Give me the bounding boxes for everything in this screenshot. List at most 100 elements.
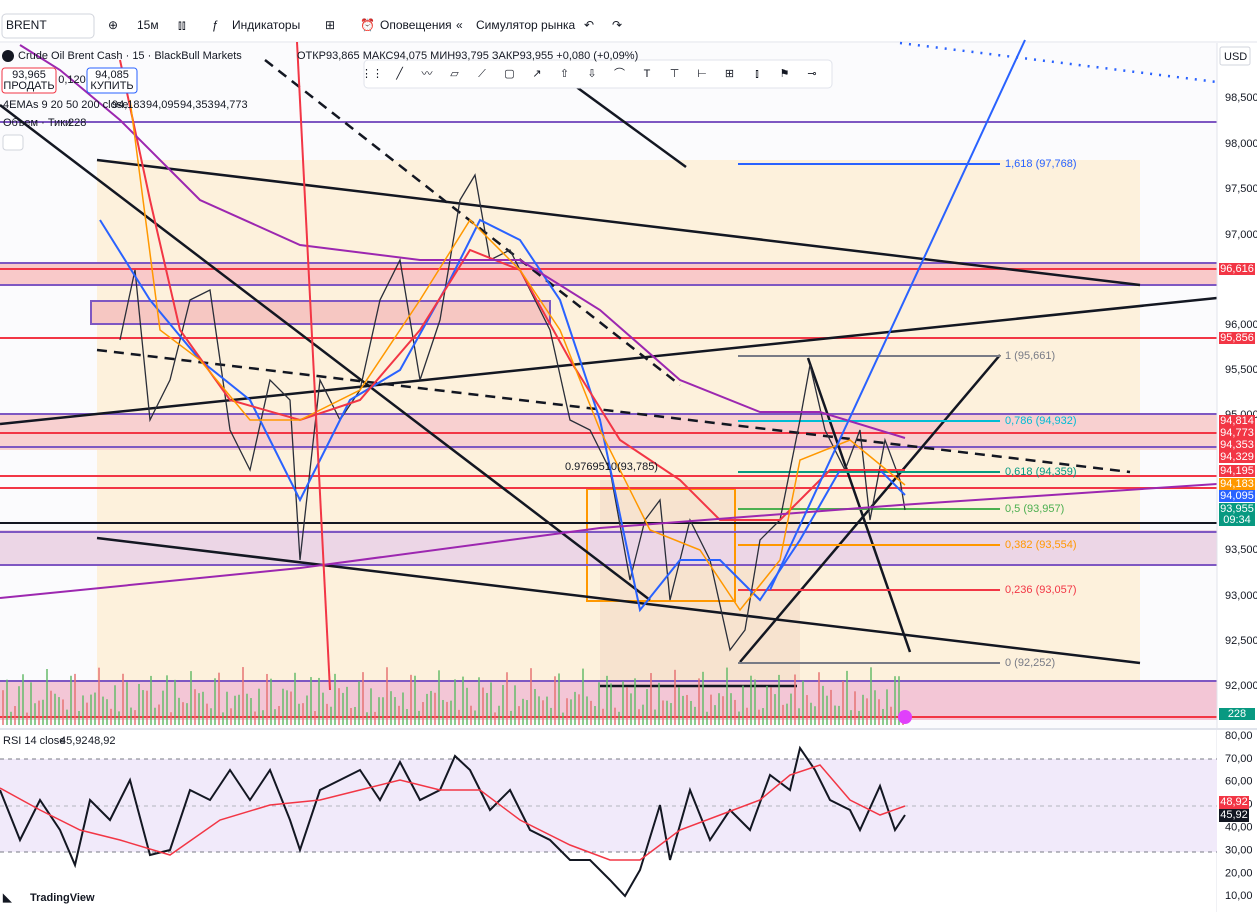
drawing-tool[interactable]: T [644,68,651,80]
volume-bar [794,674,796,725]
symbol-box[interactable] [1,13,95,39]
buy-button[interactable] [86,67,138,94]
drawing-tool[interactable]: ⊞ [725,68,734,80]
rsi-tick-label: 80,00 [1225,730,1253,742]
price-badge [1219,490,1255,502]
drawing-tool[interactable]: ⟋ [478,68,486,80]
drawing-tool[interactable]: ⚑ [780,68,790,80]
drawing-tool[interactable]: ▢ [504,68,514,80]
sell-price[interactable]: 93,965 [12,69,46,81]
volume-bar [94,692,96,725]
volume-bar [258,688,260,725]
volume-bar [882,708,884,725]
buy-price[interactable]: 94,085 [95,69,129,81]
volume-bar [70,675,72,725]
ema-line [129,99,906,612]
drawing-tool[interactable]: ⇧ [560,68,569,80]
volume-bar [790,693,792,725]
volume-bar [110,708,112,725]
currency-box[interactable] [1219,46,1251,66]
drawing-tool[interactable]: 〰 [422,68,433,80]
volume-bar [626,687,628,725]
volume-bar [458,709,460,725]
buy-label[interactable]: КУПИТЬ [90,80,133,92]
alerts-icon[interactable]: ⏰ [360,17,375,32]
volume-bar [742,685,744,725]
volume-bar [466,687,468,725]
volume-bar [294,672,296,725]
drawing-tool[interactable]: ⇩ [587,68,596,80]
volume-bar [278,706,280,725]
volume-bar [50,690,52,725]
price-badge-text: 94,329 [1220,451,1254,463]
volume-bar [658,682,660,725]
volume-bar [842,681,844,725]
currency[interactable]: USD [1224,51,1247,63]
indicators[interactable]: Индикаторы [232,18,300,32]
price-badge [1219,708,1255,720]
volume-bar [310,677,312,725]
collapse-button[interactable] [2,134,24,151]
volume-bar [382,697,384,725]
drawing-tool[interactable]: ↗ [532,68,541,80]
indicators-icon[interactable]: ƒ [212,18,219,32]
volume-bar [618,711,620,725]
alerts[interactable]: Оповещения [380,18,452,32]
brand-logo: ◣ [2,892,12,904]
volume-bar [678,687,680,725]
volume-bar [898,676,900,725]
volume-bar [666,700,668,725]
drawing-tool[interactable]: ⫾ [755,68,759,80]
volume-bar [250,698,252,725]
rsi-label: RSI 14 close [3,735,65,747]
volume-bar [262,710,264,725]
volume-bar [630,693,632,725]
drawing-tool[interactable]: ⊤ [670,68,680,80]
volume-bar [634,678,636,725]
rsi-tick-label: 60,00 [1225,776,1253,788]
volume-bar [710,694,712,725]
price-tick-label: 92,000 [1225,680,1257,692]
price-tick-label: 92,500 [1225,635,1257,647]
event-icon[interactable] [898,710,912,724]
interval[interactable]: 15м [137,18,159,32]
replay[interactable]: Симулятор рынка [476,18,575,32]
volume-bar [498,705,500,725]
volume-bar [198,693,200,725]
sell-label[interactable]: ПРОДАТЬ [3,80,54,92]
volume-bar [518,706,520,725]
drawing-tool[interactable]: ⊸ [807,68,816,80]
price-badge-text: 93,955 [1220,503,1254,515]
price-tick-label: 98,000 [1225,138,1257,150]
volume-bar [750,675,752,725]
volume-bar [582,668,584,725]
volume-bar [354,706,356,725]
symbol-logo [2,50,14,62]
volume-bar [86,702,88,725]
volume-bar [782,704,784,725]
chart-type[interactable]: ⫾⫾ [178,18,186,32]
replay-icon[interactable]: « [456,18,463,32]
layouts[interactable]: ⊞ [325,18,335,32]
add-symbol[interactable]: ⊕ [108,18,118,32]
drawing-tool[interactable]: ╱ [395,66,404,80]
volume-bar [838,705,840,725]
volume-bar [454,679,456,725]
drawing-tool[interactable]: ⋮⋮ [361,68,383,80]
volume-bar [702,671,704,725]
redo[interactable]: ↷ [612,18,622,32]
volume-bar [886,689,888,725]
drawing-tool[interactable]: ⊢ [697,68,707,80]
symbol[interactable]: BRENT [6,18,47,32]
sell-button[interactable] [1,67,57,94]
volume-bar [318,677,320,725]
drawing-tool[interactable]: ⌒ [614,67,625,80]
undo[interactable]: ↶ [584,18,594,32]
volume-bar [214,678,216,725]
volume-label: Объем · Тики [3,117,71,129]
volume-bar [222,712,224,725]
drawing-tool[interactable]: ▱ [450,68,459,80]
volume-bar [270,678,272,725]
price-badge-text: 95,856 [1220,332,1254,344]
volume-bar [274,709,276,725]
